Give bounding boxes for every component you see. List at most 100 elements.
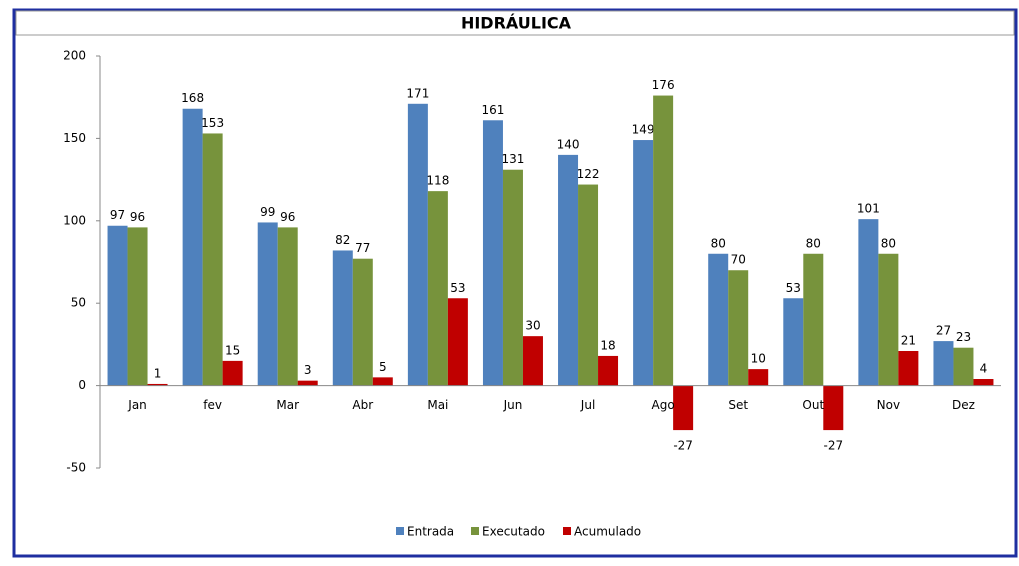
bar (673, 385, 694, 431)
data-label: 171 (406, 86, 429, 100)
x-tick-label: Ago (652, 398, 675, 412)
data-label: 5 (379, 360, 387, 374)
y-tick-label: 150 (63, 131, 86, 145)
data-label: 30 (525, 319, 540, 333)
bar (823, 385, 844, 431)
data-label: 4 (980, 362, 988, 376)
y-tick-label: -50 (66, 461, 86, 475)
x-tick-label: Dez (952, 398, 975, 412)
data-label: 53 (450, 281, 465, 295)
bar (783, 298, 804, 386)
data-label: 80 (711, 236, 726, 250)
bar (257, 222, 278, 386)
x-tick-label: Jun (503, 398, 523, 412)
data-label: 82 (335, 233, 350, 247)
bar (427, 191, 448, 386)
data-label: 3 (304, 363, 312, 377)
bar (297, 380, 318, 386)
data-label: 161 (482, 103, 505, 117)
x-tick-label: Jan (127, 398, 147, 412)
y-tick-label: 0 (78, 378, 86, 392)
data-label: 140 (557, 137, 580, 151)
bar (222, 360, 243, 386)
bar (803, 253, 824, 386)
data-label: 18 (600, 338, 615, 352)
data-label: 80 (881, 236, 896, 250)
bar (858, 219, 879, 386)
data-label: 131 (502, 152, 525, 166)
bar (352, 258, 373, 386)
data-label: 23 (956, 330, 971, 344)
bar (973, 379, 994, 386)
bar (182, 108, 203, 386)
data-label: 122 (577, 167, 600, 181)
bar (653, 95, 674, 386)
data-label: 1 (154, 366, 162, 380)
data-label: 96 (130, 210, 145, 224)
data-label: 21 (901, 333, 916, 347)
data-label: 101 (857, 202, 880, 216)
bar (748, 369, 769, 386)
bar (598, 355, 619, 386)
bar (933, 341, 954, 386)
bar (522, 336, 543, 386)
data-label: 15 (225, 343, 240, 357)
bar (127, 227, 148, 386)
bar (332, 250, 353, 386)
y-tick-label: 50 (71, 296, 86, 310)
legend-swatch (396, 527, 404, 535)
legend-label: Acumulado (574, 525, 641, 539)
data-label: -27 (823, 439, 843, 453)
data-label: 77 (355, 241, 370, 255)
x-tick-label: fev (203, 398, 222, 412)
x-tick-label: Out (802, 398, 824, 412)
data-label: 153 (201, 116, 224, 130)
bar (502, 169, 523, 386)
data-label: 118 (426, 174, 449, 188)
data-label: 27 (936, 324, 951, 338)
data-label: 176 (652, 78, 675, 92)
legend-swatch (563, 527, 571, 535)
bar (277, 227, 298, 386)
bar (633, 140, 654, 386)
data-label: 53 (786, 281, 801, 295)
data-label: 97 (110, 208, 125, 222)
data-label: 80 (806, 236, 821, 250)
data-label: 99 (260, 205, 275, 219)
legend-label: Executado (482, 525, 545, 539)
bar (898, 350, 919, 386)
legend-swatch (471, 527, 479, 535)
x-tick-label: Mar (276, 398, 299, 412)
data-label: 70 (731, 253, 746, 267)
bar (558, 154, 579, 386)
data-label: -27 (673, 439, 693, 453)
bar (107, 225, 128, 386)
bar (878, 253, 899, 386)
x-tick-label: Mai (427, 398, 448, 412)
y-tick-label: 100 (63, 213, 86, 227)
data-label: 10 (751, 352, 766, 366)
bar (147, 383, 168, 386)
bar (578, 184, 599, 386)
data-label: 96 (280, 210, 295, 224)
data-label: 149 (632, 123, 655, 137)
x-tick-label: Jul (580, 398, 595, 412)
title-box (15, 10, 1015, 36)
y-tick-label: 200 (63, 49, 86, 63)
bar (708, 253, 729, 386)
bar (372, 377, 393, 386)
bar (482, 120, 503, 386)
x-tick-label: Nov (877, 398, 900, 412)
bar (202, 133, 223, 386)
legend-label: Entrada (407, 525, 454, 539)
x-tick-label: Abr (352, 398, 373, 412)
bar (953, 347, 974, 386)
bar (447, 298, 468, 386)
data-label: 168 (181, 91, 204, 105)
chart-title: HIDRÁULICA (461, 14, 572, 33)
bar (728, 270, 749, 386)
bar (407, 103, 428, 386)
x-tick-label: Set (728, 398, 748, 412)
